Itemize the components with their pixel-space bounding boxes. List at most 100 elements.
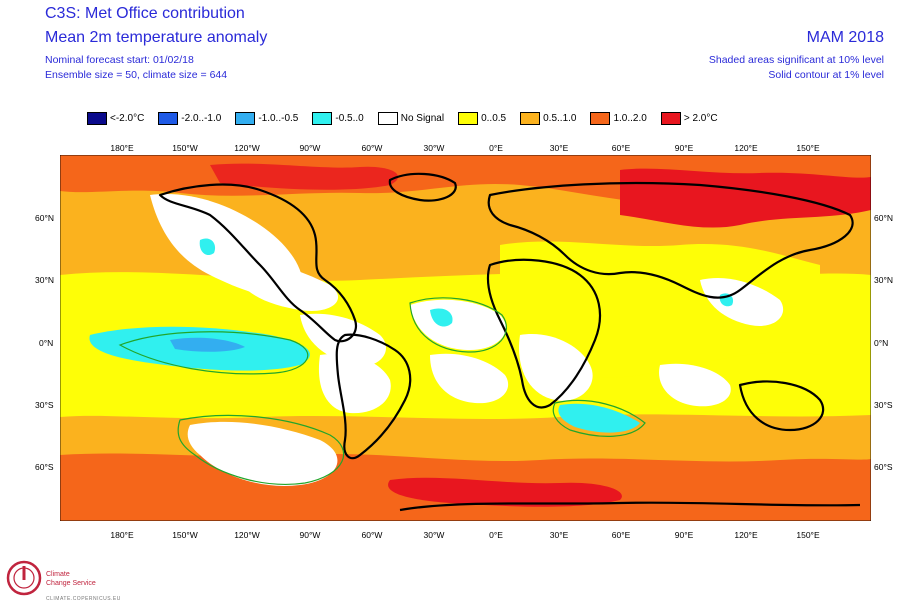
enso-core	[170, 337, 245, 352]
legend-label: No Signal	[400, 112, 445, 124]
legend-label: -0.5..0	[335, 112, 364, 124]
lon-label-bottom: 120°E	[734, 530, 758, 540]
shaded-note: Shaded areas significant at 10% level	[708, 54, 884, 66]
color-legend: <-2.0°C -2.0..-1.0 -1.0..-0.5 -0.5..0 No…	[87, 110, 732, 126]
legend-label: 0.5..1.0	[543, 112, 577, 124]
legend-swatch	[312, 111, 333, 125]
lon-label-top: 30°W	[423, 143, 445, 153]
legend-swatch	[660, 111, 681, 125]
legend-item: -1.0..-0.5	[235, 110, 298, 126]
lat-label-left: 60°S	[35, 462, 54, 472]
lon-label-top: 120°E	[734, 143, 758, 153]
lat-label-right: 30°S	[874, 400, 893, 410]
contour-south-pacific	[177, 414, 345, 485]
lon-label-bottom: 90°W	[299, 530, 321, 540]
lon-label-bottom: 90°E	[674, 530, 694, 540]
chart-title: C3S: Met Office contribution	[45, 5, 245, 22]
lat-label-right: 30°N	[874, 275, 893, 285]
lon-label-top: 150°E	[796, 143, 820, 153]
significance-contours	[118, 297, 646, 485]
logo-text-climate: Climate	[46, 571, 70, 578]
temperature-anomaly-map	[60, 155, 871, 521]
legend-label: -2.0..-1.0	[181, 112, 222, 124]
legend-swatch	[590, 111, 611, 125]
lon-label-bottom: 150°W	[172, 530, 198, 540]
legend-label: 1.0..2.0	[613, 112, 647, 124]
lon-label-top: 150°W	[172, 143, 198, 153]
legend-swatch	[377, 111, 398, 125]
southeast-asia-nosignal	[700, 277, 784, 326]
lon-label-top: 90°E	[674, 143, 694, 153]
south-atlantic-nosignal	[430, 353, 509, 404]
legend-swatch	[520, 111, 541, 125]
lon-label-top: 0°E	[489, 143, 503, 153]
ensemble-text: Ensemble size = 50, climate size = 644	[45, 69, 228, 81]
legend-label: -1.0..-0.5	[258, 112, 299, 124]
lon-label-bottom: 30°W	[423, 530, 445, 540]
lon-label-bottom: 120°W	[234, 530, 260, 540]
africa-nosignal	[519, 334, 593, 401]
legend-item: 0..0.5	[458, 110, 506, 126]
south-pacific-nosignal	[187, 421, 338, 486]
legend-item: -0.5..0	[312, 110, 364, 126]
lon-label-top: 30°E	[549, 143, 569, 153]
legend-item: -2.0..-1.0	[158, 110, 221, 126]
logo-thermometer	[22, 566, 26, 580]
legend-item: 0.5..1.0	[520, 110, 576, 126]
contour-south-africa	[552, 399, 646, 437]
lon-label-top: 180°E	[110, 143, 134, 153]
lat-label-left: 30°N	[35, 275, 54, 285]
coastlines	[158, 172, 861, 512]
lon-label-bottom: 60°E	[611, 530, 631, 540]
north-america-nosignal	[230, 261, 339, 311]
greenland-coast	[388, 172, 457, 202]
lon-label-top: 120°W	[234, 143, 260, 153]
australia-coast	[738, 380, 825, 432]
lon-label-bottom: 0°E	[489, 530, 503, 540]
legend-swatch	[235, 111, 256, 125]
season-label: MAM 2018	[806, 29, 884, 46]
lat-label-left: 60°N	[35, 213, 54, 223]
contour-enso	[118, 331, 309, 375]
logo-text-service: Change Service	[46, 580, 96, 587]
lon-label-top: 60°W	[361, 143, 383, 153]
indian-ocean-nosignal	[659, 363, 731, 407]
lat-label-right: 0°N	[874, 338, 889, 348]
lon-label-top: 60°E	[611, 143, 631, 153]
lat-label-right: 60°S	[874, 462, 893, 472]
chart-subtitle: Mean 2m temperature anomaly	[45, 29, 268, 46]
legend-item: No Signal	[377, 110, 445, 126]
contour-note: Solid contour at 1% level	[768, 69, 884, 81]
contour-atlantic	[409, 297, 508, 353]
legend-label: 0..0.5	[481, 112, 507, 124]
lon-label-bottom: 30°E	[549, 530, 569, 540]
copernicus-logo	[6, 560, 42, 596]
logo-ring	[6, 560, 42, 596]
north-america-coast	[158, 183, 358, 343]
lat-label-left: 30°S	[35, 400, 54, 410]
atlantic-cool-patch	[430, 308, 453, 327]
arctic-red-patch	[210, 163, 399, 190]
lon-label-top: 90°W	[299, 143, 321, 153]
forecast-start-text: Nominal forecast start: 01/02/18	[45, 54, 194, 66]
africa-coast	[486, 258, 602, 409]
eurasia-coast	[487, 181, 854, 299]
legend-label: > 2.0°C	[683, 112, 718, 124]
lon-label-bottom: 60°W	[361, 530, 383, 540]
south-america-coast	[335, 333, 412, 460]
southern-red-patch	[388, 477, 622, 507]
legend-swatch	[458, 111, 479, 125]
lon-label-bottom: 180°E	[110, 530, 134, 540]
south-africa-cool	[558, 403, 640, 433]
pacific-cool-patch	[199, 238, 216, 256]
legend-swatch	[87, 111, 107, 125]
legend-label: <-2.0°C	[110, 112, 145, 124]
lon-label-bottom: 150°E	[796, 530, 820, 540]
legend-item: <-2.0°C	[87, 110, 144, 126]
antarctica-coast	[399, 501, 861, 512]
legend-item: 1.0..2.0	[590, 110, 647, 126]
lat-label-left: 0°N	[39, 338, 54, 348]
legend-swatch	[158, 111, 179, 125]
lat-label-right: 60°N	[874, 213, 893, 223]
logo-text-url: CLIMATE.COPERNICUS.EU	[46, 596, 121, 602]
